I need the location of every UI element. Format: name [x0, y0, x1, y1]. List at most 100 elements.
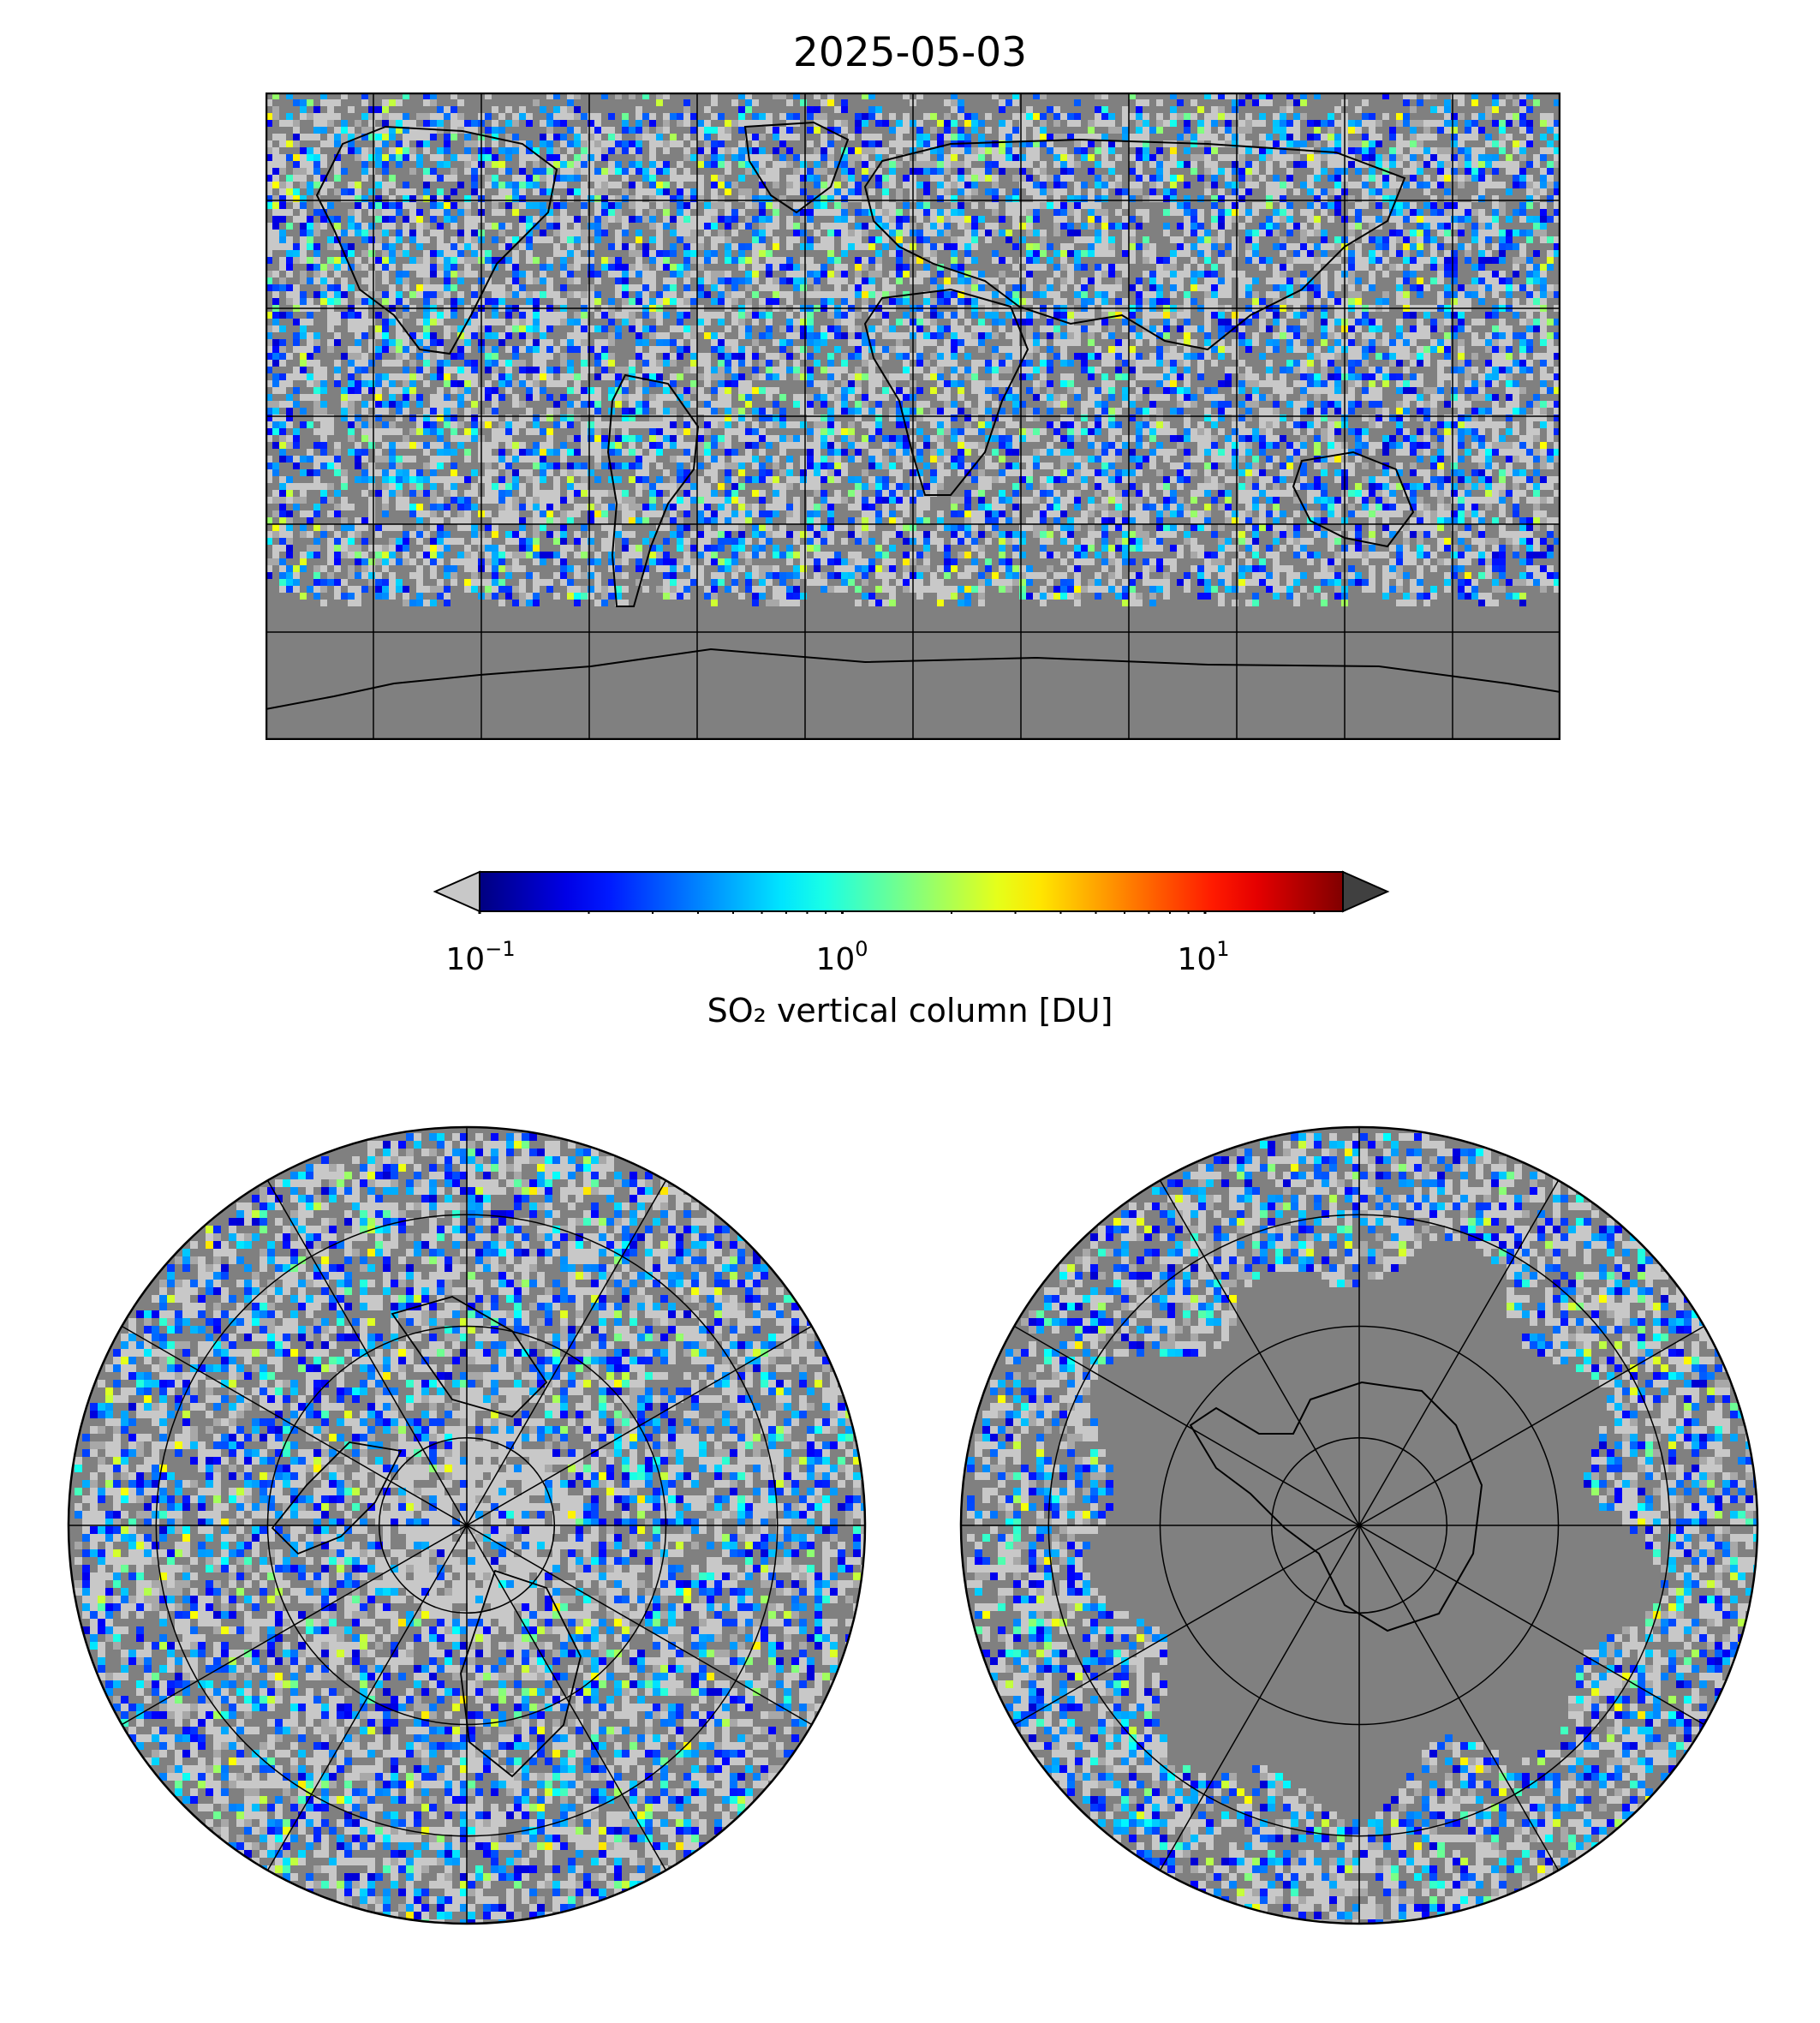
so2-pixel — [670, 182, 677, 188]
so2-pixel — [1177, 202, 1184, 209]
so2-pixel — [1238, 113, 1245, 120]
so2-pixel — [1136, 257, 1143, 264]
so2-pixel — [430, 120, 437, 127]
so2-pixel — [1492, 223, 1499, 230]
so2-pixel — [1238, 243, 1245, 250]
so2-pixel — [1266, 264, 1273, 271]
so2-pixel — [1184, 127, 1190, 134]
so2-pixel — [574, 140, 581, 147]
so2-pixel — [725, 195, 731, 202]
so2-pixel — [1499, 277, 1506, 284]
so2-pixel — [1033, 92, 1040, 99]
so2-pixel — [1273, 250, 1280, 257]
so2-pixel — [773, 182, 779, 188]
so2-pixel — [999, 92, 1005, 99]
so2-pixel — [1314, 195, 1321, 202]
so2-pixel — [1280, 175, 1286, 182]
so2-pixel — [615, 202, 622, 209]
so2-pixel — [834, 202, 841, 209]
so2-pixel — [1129, 236, 1136, 243]
so2-pixel — [738, 243, 745, 250]
so2-pixel — [519, 230, 526, 236]
so2-pixel — [409, 202, 416, 209]
so2-pixel — [1081, 277, 1088, 284]
so2-pixel — [766, 230, 773, 236]
so2-pixel — [951, 106, 958, 113]
so2-pixel — [807, 250, 814, 257]
so2-pixel — [1129, 134, 1136, 140]
so2-pixel — [820, 202, 827, 209]
so2-pixel — [444, 140, 451, 147]
so2-pixel — [272, 92, 279, 99]
so2-pixel — [690, 223, 697, 230]
so2-pixel — [1410, 182, 1417, 188]
so2-pixel — [985, 257, 992, 264]
so2-pixel — [1095, 113, 1101, 120]
so2-pixel — [992, 209, 999, 216]
so2-pixel — [1252, 120, 1259, 127]
so2-pixel — [1005, 271, 1012, 277]
so2-pixel — [800, 161, 807, 168]
so2-pixel — [389, 230, 396, 236]
so2-pixel — [855, 202, 862, 209]
so2-pixel — [1156, 113, 1163, 120]
so2-pixel — [505, 140, 512, 147]
so2-pixel — [355, 216, 361, 223]
so2-pixel — [1190, 202, 1197, 209]
so2-pixel — [272, 209, 279, 216]
so2-pixel — [690, 182, 697, 188]
so2-pixel — [697, 271, 704, 277]
so2-pixel — [327, 182, 334, 188]
so2-pixel — [1334, 223, 1341, 230]
so2-pixel — [711, 175, 718, 182]
so2-pixel — [1273, 188, 1280, 195]
so2-pixel — [1375, 236, 1382, 243]
so2-pixel — [1492, 92, 1499, 99]
so2-pixel — [1060, 92, 1067, 99]
so2-pixel — [1526, 195, 1533, 202]
so2-pixel — [827, 120, 834, 127]
so2-pixel — [725, 182, 731, 188]
so2-pixel — [841, 257, 848, 264]
so2-pixel — [738, 113, 745, 120]
so2-pixel — [1156, 161, 1163, 168]
so2-pixel — [834, 134, 841, 140]
so2-pixel — [423, 154, 430, 161]
so2-pixel — [403, 147, 409, 154]
so2-pixel — [1019, 250, 1026, 257]
so2-pixel — [1232, 154, 1238, 161]
so2-pixel — [1074, 216, 1081, 223]
so2-pixel — [1389, 230, 1396, 236]
so2-pixel — [1389, 140, 1396, 147]
so2-pixel — [519, 250, 526, 257]
so2-pixel — [1403, 182, 1410, 188]
so2-pixel — [1307, 243, 1314, 250]
so2-pixel — [1067, 243, 1074, 250]
so2-pixel — [423, 113, 430, 120]
so2-pixel — [1410, 277, 1417, 284]
so2-pixel — [1540, 271, 1547, 277]
so2-pixel — [588, 140, 594, 147]
so2-pixel — [718, 257, 725, 264]
so2-pixel — [1554, 147, 1560, 154]
so2-pixel — [403, 154, 409, 161]
so2-pixel — [1101, 271, 1108, 277]
so2-pixel — [848, 216, 855, 223]
so2-pixel — [711, 154, 718, 161]
so2-pixel — [1026, 250, 1033, 257]
so2-pixel — [1088, 257, 1095, 264]
so2-pixel — [1478, 188, 1485, 195]
so2-pixel — [944, 243, 951, 250]
so2-pixel — [540, 277, 546, 284]
so2-pixel — [1307, 230, 1314, 236]
so2-pixel — [307, 230, 313, 236]
so2-pixel — [1526, 106, 1533, 113]
so2-pixel — [690, 120, 697, 127]
so2-pixel — [1081, 140, 1088, 147]
so2-pixel — [1012, 236, 1019, 243]
so2-pixel — [1389, 113, 1396, 120]
so2-pixel — [827, 99, 834, 106]
so2-pixel — [1458, 168, 1465, 175]
so2-pixel — [1314, 243, 1321, 250]
so2-pixel — [875, 140, 882, 147]
